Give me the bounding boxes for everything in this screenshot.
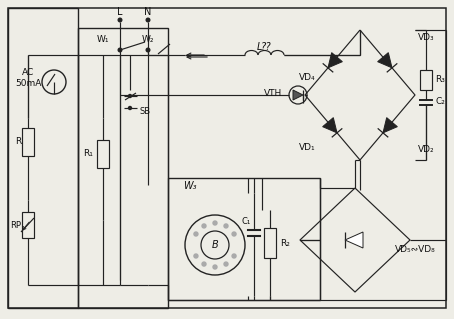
Text: AC
50mA: AC 50mA xyxy=(15,68,41,88)
Text: W₁: W₁ xyxy=(97,34,109,43)
Circle shape xyxy=(146,18,150,22)
Text: N: N xyxy=(144,7,152,17)
Text: W₂: W₂ xyxy=(142,34,154,43)
Text: VD₄: VD₄ xyxy=(299,72,316,81)
Bar xyxy=(97,140,109,168)
Text: SB: SB xyxy=(140,108,151,116)
Bar xyxy=(8,8,78,308)
Bar xyxy=(22,128,34,156)
Text: R₁: R₁ xyxy=(83,150,93,159)
Circle shape xyxy=(202,224,206,228)
Text: VD₂: VD₂ xyxy=(418,145,434,154)
Circle shape xyxy=(194,232,198,236)
Text: C₁: C₁ xyxy=(242,218,251,226)
Text: R₃: R₃ xyxy=(435,76,445,85)
Circle shape xyxy=(213,221,217,225)
Bar xyxy=(22,212,34,238)
Circle shape xyxy=(118,18,122,22)
Circle shape xyxy=(232,232,236,236)
Circle shape xyxy=(202,262,206,266)
Circle shape xyxy=(128,94,132,98)
Circle shape xyxy=(146,48,150,52)
Text: W₃: W₃ xyxy=(183,181,197,191)
Polygon shape xyxy=(378,53,392,68)
Bar xyxy=(78,28,168,308)
Text: L⁇: L⁇ xyxy=(257,42,271,52)
Circle shape xyxy=(118,48,122,52)
Circle shape xyxy=(194,254,198,258)
Text: VD₁: VD₁ xyxy=(299,144,316,152)
Text: R₂: R₂ xyxy=(280,239,290,248)
Polygon shape xyxy=(323,118,337,133)
Polygon shape xyxy=(328,53,342,68)
Circle shape xyxy=(232,254,236,258)
Text: R: R xyxy=(15,137,21,146)
Polygon shape xyxy=(293,90,303,100)
Circle shape xyxy=(224,224,228,228)
Text: VTH: VTH xyxy=(264,88,282,98)
Bar xyxy=(168,178,320,300)
Polygon shape xyxy=(383,118,397,133)
Bar xyxy=(420,70,432,90)
Text: VD₅∾VD₈: VD₅∾VD₈ xyxy=(395,246,436,255)
Bar xyxy=(264,228,276,258)
Text: B: B xyxy=(212,240,218,250)
Circle shape xyxy=(213,265,217,269)
Text: L: L xyxy=(117,7,123,17)
Text: VD₃: VD₃ xyxy=(418,33,434,42)
Circle shape xyxy=(224,262,228,266)
Circle shape xyxy=(128,107,132,109)
Polygon shape xyxy=(345,232,363,248)
Text: C₂: C₂ xyxy=(435,98,445,107)
Text: RP: RP xyxy=(10,220,21,229)
